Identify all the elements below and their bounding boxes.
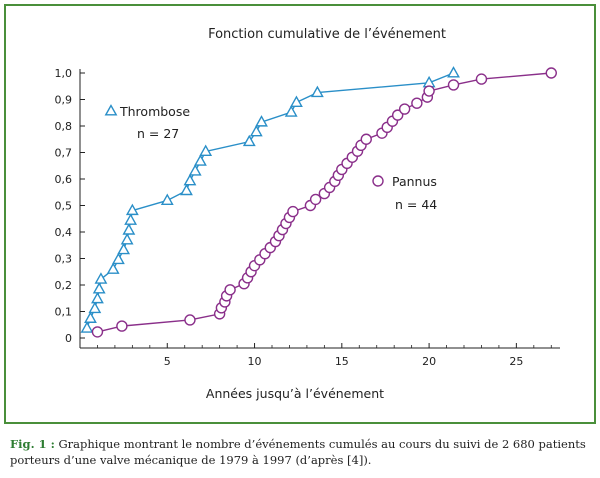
data-point [199,144,213,156]
data-point [184,314,196,326]
data-point [249,124,263,137]
y-tick-label: 1,0 [55,67,73,80]
data-point [122,223,136,235]
data-point [290,95,303,107]
y-tick-label: 0 [65,332,72,345]
chart-legend: Thrombose n = 27 Pannus n = 44 [104,104,437,212]
y-tick-label: 0,4 [55,226,73,239]
figure-caption: Fig. 1 : Graphique montrant le nombre d’… [10,436,598,468]
legend-pannus-label: Pannus [392,174,437,189]
data-point [106,262,120,274]
data-point [117,242,131,255]
data-point [84,311,97,323]
data-point [447,66,460,78]
data-point [124,213,138,225]
data-point [447,79,460,91]
y-tick-label: 0,6 [55,173,73,186]
y-tick-label: 0,9 [55,94,73,107]
data-point [88,301,102,314]
y-tick-label: 0,1 [55,306,73,319]
figure-frame [4,4,596,424]
data-point [120,233,134,245]
chart-axes: 0 0,1 0,2 0,3 0,4 0,5 0,6 0,7 0,8 0,9 1,0 5 10 15 20 25 [55,67,560,368]
data-point [242,134,256,147]
data-point [180,183,193,196]
data-point [224,284,236,296]
data-point [92,282,106,294]
data-point [545,67,557,79]
data-point [183,173,197,186]
data-point [398,103,411,115]
data-point [255,115,268,127]
data-point [411,97,423,109]
chart-title: Fonction cumulative de l’événement [208,27,446,42]
legend-pannus-marker [372,175,384,187]
legend-pannus-count: n = 44 [395,197,437,212]
x-axis-label: Années jusqu’à l’événement [206,386,384,401]
y-tick-label: 0,2 [55,279,73,292]
data-point [360,133,372,145]
caption-text: Graphique montrant le nombre d’événement… [10,437,586,467]
series-thrombose [80,66,460,333]
data-point [125,203,139,216]
data-point [160,193,174,206]
series-pannus [91,67,557,338]
data-point [188,164,202,176]
figure-label: Fig. 1 : [10,437,55,451]
x-tick-label: 5 [164,355,171,368]
data-point [80,321,94,333]
cumulative-event-chart: Fonction cumulative de l’événement 00,10… [55,27,560,401]
y-tick-label: 0,3 [55,253,73,266]
y-tick-label: 0,8 [55,120,73,133]
x-tick-label: 10 [248,355,262,368]
data-point [284,105,298,117]
data-point [391,109,404,121]
data-point [310,85,324,98]
y-tick-label: 0,5 [55,200,73,213]
data-point [94,272,108,284]
legend-thrombose-label: Thrombose [119,104,190,119]
x-tick-label: 25 [509,355,523,368]
legend-thrombose-count: n = 27 [137,126,179,141]
data-point [111,252,125,265]
y-tick-label: 0,7 [55,147,73,160]
legend-thrombose-marker [104,104,118,116]
x-tick-label: 15 [335,355,349,368]
chart-series [80,66,557,338]
data-point [475,73,488,85]
data-point [116,320,128,332]
data-point [91,326,104,338]
data-point [194,154,207,166]
data-point [309,193,322,206]
data-point [91,291,104,304]
data-point [423,85,435,97]
x-tick-label: 20 [422,355,436,368]
data-point [287,205,299,218]
